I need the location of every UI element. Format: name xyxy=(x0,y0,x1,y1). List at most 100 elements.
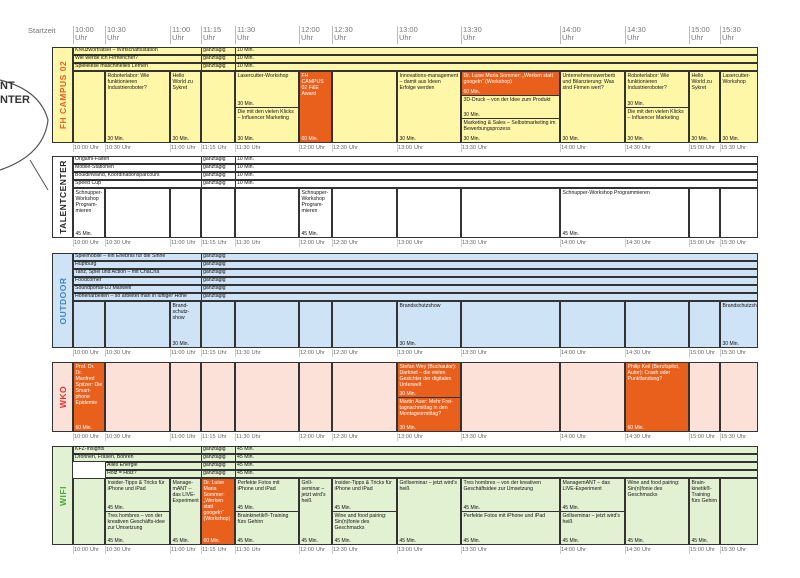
time: 15:30 xyxy=(721,547,735,553)
session-duration: 45 Min. xyxy=(463,505,480,511)
time-row-label: 13:30 Uhr xyxy=(462,239,487,247)
time: 10:30 xyxy=(106,547,120,553)
strip-divider xyxy=(235,470,236,478)
time-header: 14:00 xyxy=(562,25,581,34)
time: 12:30 xyxy=(333,434,347,440)
strip-title: Alles Energie xyxy=(107,462,138,468)
strip-title: Tanz, Spiel und Action – mit ChaCha xyxy=(75,269,160,275)
session-block: Unternehmenswerberb und Bilanzierung: Wa… xyxy=(561,72,624,142)
time-unit: Uhr xyxy=(90,145,100,151)
time-row-label: 15:00 Uhr xyxy=(690,546,715,554)
time-unit: Uhr xyxy=(399,33,412,42)
time-unit: Uhr xyxy=(349,434,359,440)
time-unit: Uhr xyxy=(237,33,250,42)
strip-divider xyxy=(235,446,236,454)
time-row-label: 13:30 Uhr xyxy=(462,144,487,152)
strip-row xyxy=(73,454,758,462)
section-band: FH CAMPUS 02 xyxy=(52,47,73,143)
time-row-divider xyxy=(201,144,202,152)
time-unit: Uhr xyxy=(316,240,326,246)
strip-allday: ganztägig xyxy=(203,454,226,460)
strip-divider xyxy=(201,63,202,71)
time-row-label: 12:30 Uhr xyxy=(333,546,358,554)
strip-duration: 45 Min. xyxy=(237,470,255,476)
time-unit: Uhr xyxy=(706,350,716,356)
session-title: Brain-kinetik®-Training fürs Gehirn xyxy=(691,480,718,504)
session-duration: 30 Min. xyxy=(172,341,189,347)
session-title: Brandschutzshow xyxy=(399,303,441,309)
session-title: Marketing & Sales – Selbstmarketing im B… xyxy=(463,120,556,133)
time-unit: Uhr xyxy=(217,240,227,246)
time-row-label: 14:30 Uhr xyxy=(626,144,651,152)
time-row-divider xyxy=(105,349,106,357)
session-duration: 30 Min. xyxy=(237,100,254,107)
session-title: Philip Keil (Berufspilot, Autor): Crash … xyxy=(627,364,680,382)
time-row-divider xyxy=(73,349,74,357)
time-row-label: 11:30 Uhr xyxy=(236,349,261,357)
strip-divider xyxy=(201,269,202,277)
strip-duration: 10 Min. xyxy=(237,156,255,162)
time: 15:30 xyxy=(721,145,735,151)
grid-box xyxy=(689,188,720,238)
strip-divider xyxy=(235,462,236,470)
time: 11:00 xyxy=(171,240,185,246)
time-row-divider xyxy=(720,433,721,441)
session-block: Grill-seminar – jetzt wird's heiß 45 Min. xyxy=(300,479,331,544)
time-row-label: 11:00 Uhr xyxy=(171,546,196,554)
section-band: WKO xyxy=(52,362,73,432)
strip-row xyxy=(73,156,758,164)
session-block: Hello World zu Sykret 30 Min. xyxy=(690,72,719,142)
time-row-label: 11:30 Uhr xyxy=(236,239,261,247)
time-row-label: 10:30 Uhr xyxy=(106,144,131,152)
session-duration: 45 Min. xyxy=(237,538,254,544)
session-block: Wine and food pairing: Sin(n)fonie des G… xyxy=(333,511,396,544)
strip-divider xyxy=(201,454,202,462)
time-unit: Uhr xyxy=(316,350,326,356)
time-row-divider xyxy=(299,144,300,152)
strip-row xyxy=(73,180,758,188)
time-row-label: 12:30 Uhr xyxy=(333,349,358,357)
strip-allday: ganztägig xyxy=(203,63,226,69)
session-cell: Roboterlabor: Wie funktionieren Industri… xyxy=(105,71,170,143)
strip-allday: ganztägig xyxy=(203,253,226,259)
session-duration: 45 Min. xyxy=(75,231,92,237)
session-cell: Brain-kinetik®-Training fürs Gehirn 45 Mi… xyxy=(689,478,720,545)
strip-divider xyxy=(201,164,202,172)
time-unit: Uhr xyxy=(478,350,488,356)
header-divider xyxy=(720,26,721,44)
time-unit: Uhr xyxy=(478,145,488,151)
time-row-divider xyxy=(625,239,626,247)
grid-box xyxy=(560,362,625,432)
grid-box xyxy=(461,362,560,432)
strip-title: Spielmobile – ein Erlebnis für die Sinne xyxy=(75,253,166,259)
time-row-label: 15:30 Uhr xyxy=(721,546,746,554)
session-title: Insider-Tipps & Tricks für iPhone und iP… xyxy=(107,480,165,492)
session-cell: Schnupper-Workshop Programmieren 45 Min. xyxy=(560,188,689,238)
session-block: Hello World zu Sykret 30 Min. xyxy=(171,72,200,142)
session-title: ManagemANT – das LIVE-Experiment xyxy=(562,480,610,492)
time-row-divider xyxy=(235,546,236,554)
time: 10:00 xyxy=(74,145,88,151)
session-duration: 45 Min. xyxy=(334,505,351,511)
session-block: Manage-mANT – das LIVE-Experiment 45 Min. xyxy=(171,479,200,544)
session-duration: 45 Min. xyxy=(562,538,579,544)
session-block: Innovations-management – damit aus Ideen… xyxy=(398,72,460,142)
time-row-label: 10:00 Uhr xyxy=(74,144,99,152)
time-row-label: 11:30 Uhr xyxy=(236,433,261,441)
session-duration: 60 Min. xyxy=(75,425,92,431)
session-block: Die mit den vielen Klicks – Influencer M… xyxy=(626,106,688,142)
strip-allday: ganztägig xyxy=(203,261,226,267)
session-title: Brainkinetik®-Training fürs Gehirn xyxy=(237,513,289,525)
strip-allday: ganztägig xyxy=(203,156,226,162)
time-unit: Uhr xyxy=(577,350,587,356)
grid-box xyxy=(560,301,625,348)
section-label: OUTDOOR xyxy=(57,277,68,324)
session-duration: 45 Min. xyxy=(172,538,189,544)
strip-divider xyxy=(235,55,236,63)
time-unit: Uhr xyxy=(316,434,326,440)
time-unit: Uhr xyxy=(706,240,716,246)
session-block: Schnupper-Workshop Program-mieren 45 Min. xyxy=(300,189,331,237)
grid-box xyxy=(332,301,397,348)
time-row-label: 14:00 Uhr xyxy=(561,349,586,357)
grid-box xyxy=(461,301,560,348)
